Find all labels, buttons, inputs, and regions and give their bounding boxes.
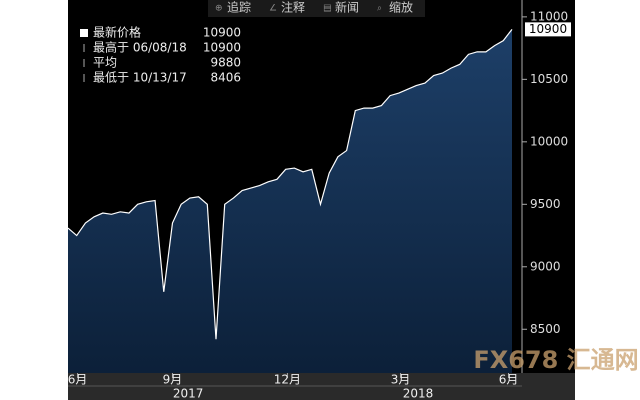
toolbar-button: 注释	[281, 0, 305, 15]
watermark: FX678 汇通网	[473, 346, 638, 374]
plot	[67, 28, 513, 373]
y-tick-label: 11000	[530, 9, 568, 23]
toolbar-icon: ▤	[323, 4, 332, 14]
y-tick-label: 9500	[530, 197, 561, 211]
y-tick-label: 9000	[530, 259, 561, 273]
toolbar-button: 新闻	[335, 0, 359, 15]
legend-value: 9880	[210, 56, 241, 70]
legend-box	[70, 24, 244, 90]
last-value-box	[525, 22, 571, 37]
area-line	[67, 28, 513, 340]
toolbar-icon: ⌕	[377, 4, 382, 14]
toolbar-items: ⊕ 追踪 ∠ 注释 ▤ 新闻 ⌕ 缩放	[215, 0, 413, 15]
legend-value: 10900	[203, 41, 241, 55]
toolbar-button: 追踪	[227, 0, 251, 15]
legend-label: 最新价格	[93, 25, 141, 40]
year-label: 2018	[403, 387, 434, 400]
toolbar-icon: ⊕	[215, 4, 223, 14]
legend: 最新价格 10900 最高于 06/08/18 10900 平均 9880 最低于 10/1…	[80, 25, 241, 85]
x-tick-label: 12月	[274, 373, 301, 387]
toolbar-icon: ∠	[269, 4, 277, 14]
last-value-label: 10900	[529, 22, 567, 36]
x-tick-label: 6月	[68, 373, 88, 387]
x-tick-label: 3月	[391, 373, 411, 387]
legend-label: 平均	[93, 56, 117, 70]
year-label: 2017	[173, 387, 204, 400]
y-tick-label: 8500	[530, 322, 561, 336]
legend-swatch	[80, 29, 88, 37]
legend-value: 10900	[203, 26, 241, 40]
legend-label: 最高于 06/08/18	[93, 40, 187, 55]
y-tick-label: 10000	[530, 134, 568, 148]
legend-label: 最低于 10/13/17	[93, 71, 187, 85]
x-tick-label: 6月	[499, 373, 519, 387]
toolbar	[208, 0, 425, 17]
y-tick-label: 10500	[530, 72, 568, 86]
x-tick-label: 9月	[163, 373, 183, 387]
area-fill	[68, 29, 512, 373]
legend-value: 8406	[210, 71, 241, 85]
toolbar-button: 缩放	[389, 0, 413, 15]
